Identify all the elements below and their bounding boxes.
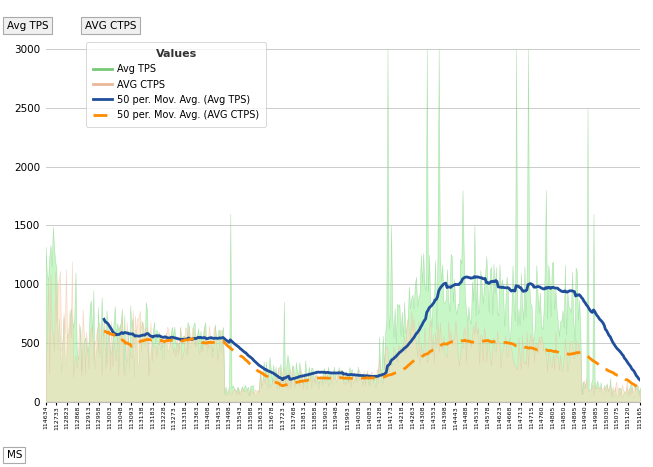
Text: Avg TPS: Avg TPS xyxy=(7,21,48,31)
Text: MS: MS xyxy=(7,450,22,460)
Text: AVG CTPS: AVG CTPS xyxy=(85,21,136,31)
Legend: Avg TPS, AVG CTPS, 50 per. Mov. Avg. (Avg TPS), 50 per. Mov. Avg. (AVG CTPS): Avg TPS, AVG CTPS, 50 per. Mov. Avg. (Av… xyxy=(86,42,266,127)
